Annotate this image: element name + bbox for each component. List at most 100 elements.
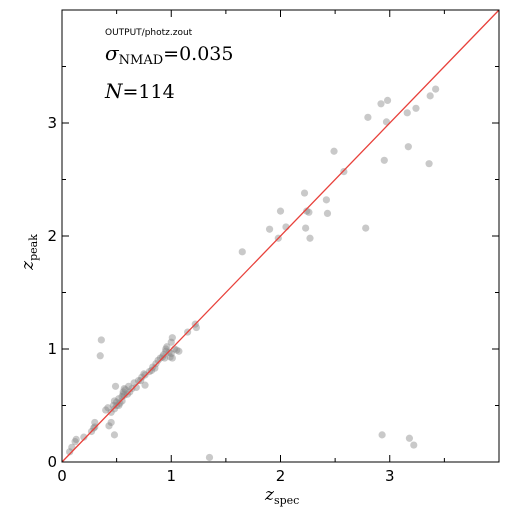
data-point (410, 441, 418, 449)
data-point (147, 366, 156, 375)
ticks-layer: 0 1 2 3 0 1 2 3 (47, 10, 499, 485)
data-point (378, 431, 386, 439)
data-point (364, 113, 372, 121)
data-point (128, 384, 136, 393)
data-point (167, 338, 175, 346)
file-annotation: OUTPUT/photz.zout (105, 28, 193, 38)
data-point (265, 225, 274, 233)
y-axis-label-main: z (18, 260, 38, 271)
data-point (168, 334, 176, 342)
data-point (102, 406, 110, 414)
y-tick-label: 2 (47, 227, 57, 245)
x-axis-label-sub: spec (274, 494, 299, 507)
data-point (403, 109, 411, 117)
data-point (426, 92, 434, 100)
data-point (340, 167, 348, 176)
data-point (362, 224, 370, 232)
data-point (377, 100, 385, 108)
data-point (173, 346, 181, 354)
data-point (107, 408, 115, 416)
x-tick-label: 0 (57, 467, 67, 485)
x-tick-label: 2 (276, 467, 286, 485)
data-point (132, 383, 140, 392)
y-tick-label: 3 (47, 114, 57, 132)
data-point (120, 391, 128, 399)
data-point (306, 234, 314, 242)
data-point (162, 345, 170, 353)
one-to-one-line (61, 9, 500, 463)
sigma-annotation: σNMAD=0.035 (105, 41, 233, 68)
data-point (120, 384, 128, 393)
data-point (141, 381, 149, 389)
data-point (152, 360, 160, 368)
data-point (110, 405, 119, 413)
data-point (158, 353, 167, 361)
data-point (121, 386, 129, 394)
data-point (91, 423, 99, 431)
points-layer (66, 85, 440, 462)
y-tick-label: 0 (47, 453, 57, 471)
data-point (404, 143, 412, 151)
data-point (276, 207, 285, 215)
data-point (302, 224, 310, 232)
data-point (72, 435, 80, 443)
data-point (104, 404, 112, 412)
sigma-symbol: σ (105, 41, 120, 65)
data-point (412, 104, 420, 112)
data-point (405, 434, 414, 442)
x-axis-label: zspec (264, 485, 299, 507)
data-point (305, 208, 313, 216)
data-point (323, 209, 332, 217)
data-point (425, 160, 433, 168)
data-point (91, 418, 99, 427)
data-point (149, 363, 157, 371)
data-point (90, 424, 98, 432)
data-point (205, 453, 214, 462)
data-point (111, 382, 120, 390)
data-point (119, 388, 127, 396)
data-point (154, 356, 162, 364)
x-tick-label: 3 (385, 467, 395, 485)
n-value: =114 (123, 81, 175, 103)
data-point (118, 397, 126, 405)
data-point (110, 431, 119, 439)
data-point (300, 189, 309, 197)
data-point (303, 207, 311, 215)
n-symbol: N (104, 79, 124, 103)
data-point (141, 371, 149, 379)
sigma-value: =0.035 (163, 43, 233, 65)
data-point (160, 351, 168, 359)
data-point (134, 377, 143, 385)
data-point (380, 156, 388, 164)
data-point (432, 85, 440, 93)
data-point (165, 348, 173, 356)
data-point (125, 382, 133, 390)
data-point (151, 364, 159, 372)
data-point (161, 354, 169, 362)
data-point (163, 343, 171, 351)
data-point (97, 336, 105, 344)
n-annotation: N=114 (104, 79, 175, 103)
x-tick-label: 1 (166, 467, 176, 485)
data-point (115, 401, 123, 410)
data-point (175, 347, 183, 355)
data-point (66, 448, 74, 456)
data-point (96, 352, 104, 360)
y-axis-label-sub: peak (27, 234, 40, 261)
data-point (116, 399, 124, 407)
y-tick-label: 1 (47, 340, 57, 358)
data-point (110, 397, 119, 405)
data-point (383, 96, 392, 104)
data-point (166, 353, 174, 361)
y-axis-label: zpeak (18, 234, 40, 271)
data-point (156, 354, 164, 362)
data-point (238, 248, 246, 256)
data-point (71, 438, 79, 446)
data-point (138, 373, 146, 381)
data-point (322, 196, 330, 204)
data-point (107, 418, 115, 427)
x-axis-label-main: z (264, 485, 275, 505)
data-point (105, 422, 113, 430)
data-point (80, 433, 88, 441)
